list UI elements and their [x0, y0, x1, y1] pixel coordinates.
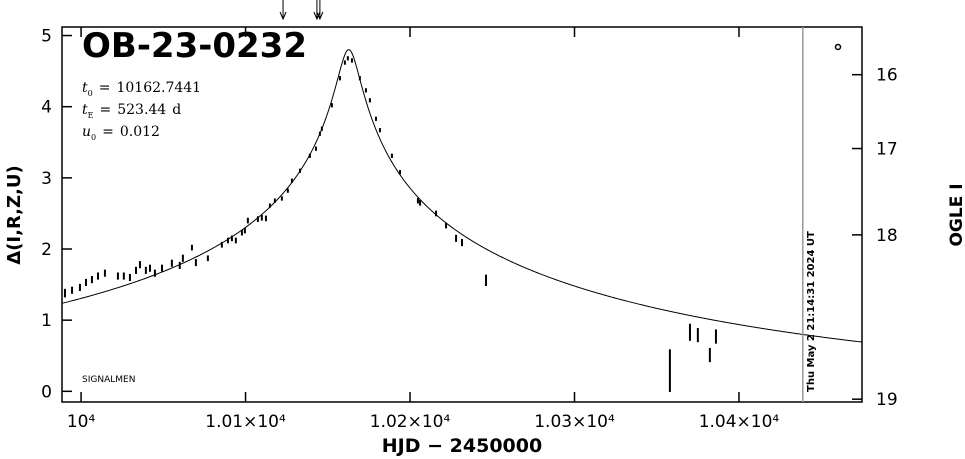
param-op: = [99, 102, 111, 118]
plot-frame [61, 26, 863, 403]
param-value: 0.012 [120, 124, 160, 140]
symbol [834, 43, 842, 51]
x-tick-label: 1.02×10⁴ [370, 412, 451, 432]
param-sub: 0 [91, 133, 96, 142]
arrow [316, 0, 324, 21]
parameter: tE = 523.44 d [82, 102, 181, 120]
y-tick-label: 5 [41, 27, 52, 47]
y-tick-label: 3 [41, 169, 52, 189]
parameter: t0 = 10162.7441 [82, 80, 201, 98]
param-unit: d [172, 102, 181, 118]
arrow [279, 0, 287, 21]
param-value: 523.44 [117, 102, 166, 118]
param-sub: E [88, 111, 94, 120]
param-op: = [99, 80, 111, 96]
y-tick-label: 2 [41, 240, 52, 260]
param-name: u [82, 124, 91, 140]
param-op: = [102, 124, 114, 140]
y2-tick-label: 17 [876, 140, 898, 160]
x-tick-label: 1.01×10⁴ [205, 412, 286, 432]
y-tick-label: 4 [41, 98, 52, 118]
chart-title: OB-23-0232 [82, 26, 307, 66]
marker-label: Thu May 2 21:14:31 2024 UT [806, 231, 817, 392]
y2-axis-label: OGLE I [947, 183, 965, 246]
x-tick-label: 1.03×10⁴ [534, 412, 615, 432]
x-axis-label: HJD − 2450000 [382, 435, 542, 457]
y-axis-label: Δ(I,R,Z,U) [4, 165, 25, 264]
y-tick-label: 1 [41, 311, 52, 331]
y-tick-label: 0 [41, 382, 52, 402]
y2-tick-label: 18 [876, 226, 898, 246]
param-sub: 0 [88, 89, 93, 98]
param-name: t [82, 80, 88, 96]
param-value: 10162.7441 [116, 80, 201, 96]
param-name: t [82, 102, 88, 118]
model-curve [61, 49, 863, 343]
note: SIGNALMEN [82, 375, 135, 385]
y2-tick-label: 16 [876, 66, 898, 86]
arrow [313, 0, 321, 21]
parameter: u0 = 0.012 [82, 124, 160, 142]
y2-tick-label: 19 [876, 390, 898, 410]
x-tick-label: 1.04×10⁴ [699, 412, 780, 432]
x-tick-label: 10⁴ [67, 412, 96, 432]
